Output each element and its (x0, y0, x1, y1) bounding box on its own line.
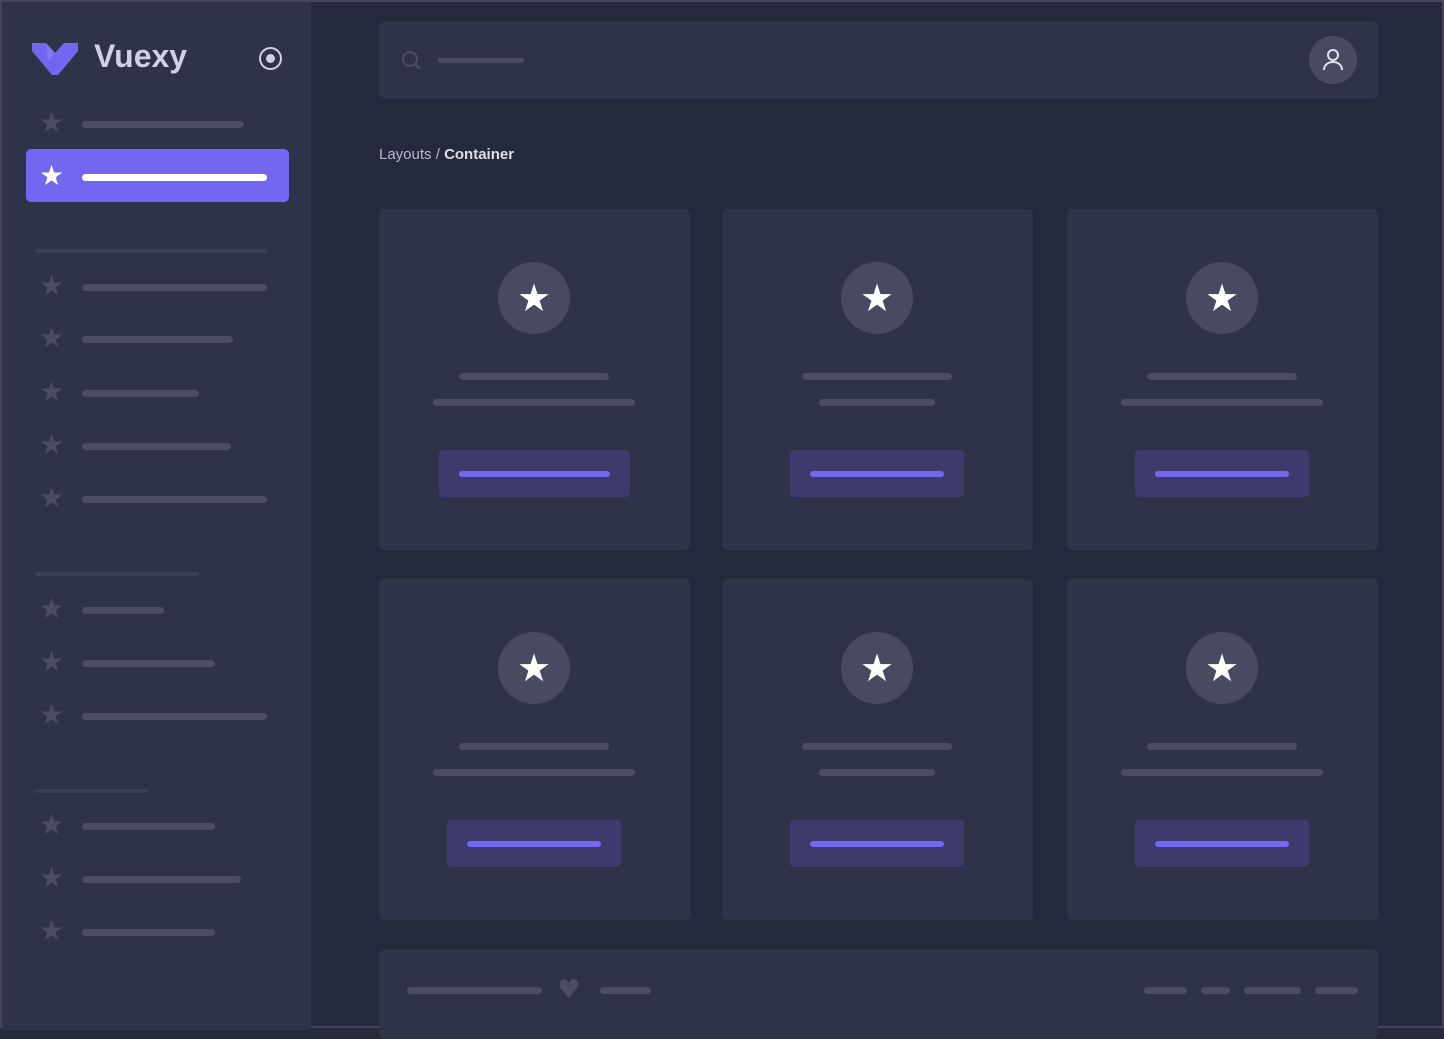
breadcrumb: Layouts / Container (379, 146, 514, 163)
card-title (459, 373, 609, 380)
card-button-label (810, 471, 944, 477)
card-button-label (1155, 471, 1289, 477)
card-title (1147, 373, 1297, 380)
star-icon: ★ (39, 914, 65, 947)
sidebar: Vuexy ★ ★ ★ ★ ★ ★ ★ ★ ★ ★ ★ ★ ★ (2, 2, 311, 1030)
sidebar-item[interactable] (82, 284, 267, 291)
section-divider (35, 572, 199, 576)
sidebar-item[interactable] (82, 660, 215, 667)
sidebar-item[interactable] (82, 876, 241, 883)
footer-link[interactable] (1201, 987, 1230, 994)
star-icon: ★ (39, 698, 65, 731)
star-icon: ★ (39, 269, 65, 302)
star-icon: ★ (39, 861, 65, 894)
card-button[interactable] (447, 820, 621, 867)
card-title (1147, 743, 1297, 750)
card: ★ (379, 209, 690, 550)
star-icon: ★ (1186, 632, 1258, 704)
sidebar-item[interactable] (82, 496, 267, 503)
card-text (819, 769, 935, 776)
avatar[interactable] (1309, 36, 1357, 84)
card-button[interactable] (1135, 450, 1309, 497)
brand-name: Vuexy (94, 38, 188, 74)
sidebar-item[interactable] (82, 174, 267, 181)
card-title (802, 743, 952, 750)
vuexy-logo-icon (32, 43, 78, 75)
star-icon: ★ (39, 592, 65, 625)
sidebar-item[interactable] (82, 390, 199, 397)
card-text (819, 399, 935, 406)
breadcrumb-separator: / (431, 146, 445, 163)
star-icon: ★ (498, 262, 570, 334)
user-icon (1323, 49, 1343, 71)
star-icon: ★ (39, 375, 65, 408)
star-icon: ★ (39, 481, 65, 514)
sidebar-item[interactable] (82, 929, 215, 936)
star-icon: ★ (39, 428, 65, 461)
top-navbar (379, 21, 1378, 99)
card-text (433, 399, 635, 406)
section-divider (35, 789, 148, 793)
star-icon: ★ (498, 632, 570, 704)
section-divider (35, 249, 267, 253)
card: ★ (1067, 579, 1378, 920)
sidebar-item[interactable] (82, 443, 231, 450)
star-icon: ★ (39, 321, 65, 354)
card: ★ (722, 579, 1033, 920)
card: ★ (1067, 209, 1378, 550)
star-icon: ★ (841, 632, 913, 704)
breadcrumb-current: Container (444, 146, 515, 163)
sidebar-item[interactable] (82, 607, 164, 614)
star-icon: ★ (39, 159, 65, 192)
radio-circle-icon[interactable] (258, 46, 283, 71)
card-button[interactable] (1135, 820, 1309, 867)
card-text (433, 769, 635, 776)
sidebar-item[interactable] (82, 823, 215, 830)
card-text (1121, 399, 1323, 406)
card: ★ (722, 209, 1033, 550)
card: ★ (379, 579, 690, 920)
card-button[interactable] (790, 450, 964, 497)
card-button[interactable] (790, 820, 964, 867)
footer-text (407, 987, 542, 994)
card-button-label (467, 841, 601, 847)
card-title (459, 743, 609, 750)
footer-link[interactable] (1144, 987, 1187, 994)
card-button[interactable] (438, 450, 630, 497)
star-icon: ★ (1186, 262, 1258, 334)
search-icon[interactable] (401, 50, 423, 72)
card-title (802, 373, 952, 380)
footer-text (600, 987, 651, 994)
footer: ♥ (379, 949, 1378, 1039)
star-icon: ★ (39, 106, 65, 139)
card-button-label (810, 841, 944, 847)
sidebar-item[interactable] (82, 336, 233, 343)
search-input[interactable] (438, 58, 524, 63)
sidebar-item[interactable] (82, 713, 267, 720)
star-icon: ★ (841, 262, 913, 334)
sidebar-item[interactable] (82, 121, 244, 128)
heart-icon: ♥ (557, 975, 581, 1005)
card-button-label (1155, 841, 1289, 847)
star-icon: ★ (39, 808, 65, 841)
star-icon: ★ (39, 645, 65, 678)
breadcrumb-parent[interactable]: Layouts (379, 146, 432, 163)
footer-link[interactable] (1244, 987, 1301, 994)
card-button-label (458, 471, 610, 477)
card-text (1121, 769, 1323, 776)
footer-link[interactable] (1315, 987, 1358, 994)
